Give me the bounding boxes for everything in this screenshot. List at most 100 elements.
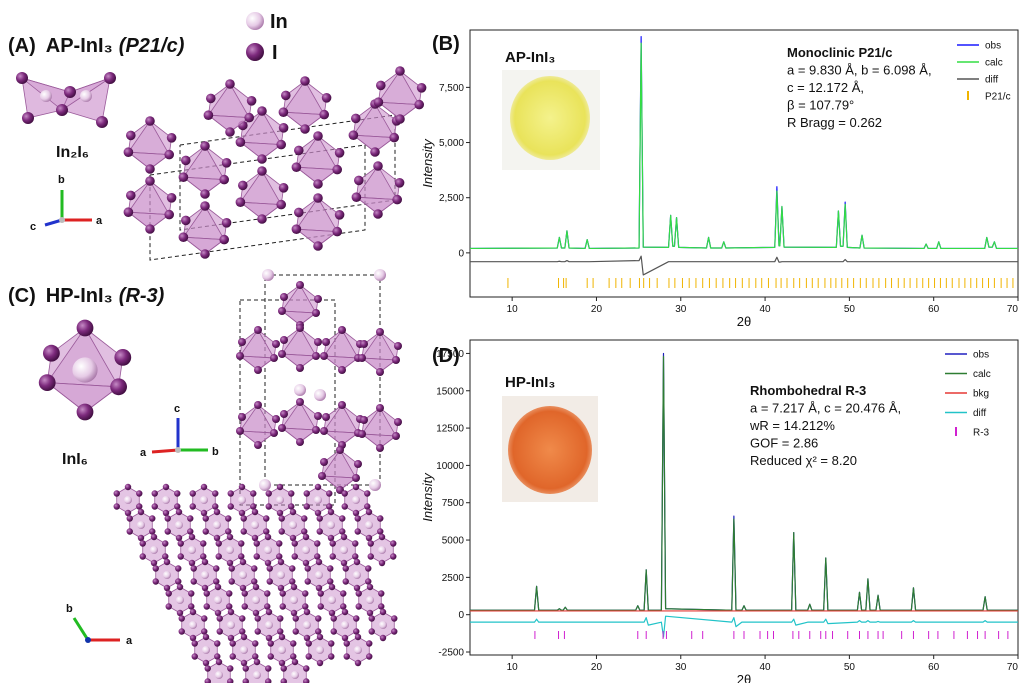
indium-atom bbox=[251, 521, 259, 529]
iodine-atom bbox=[270, 354, 278, 362]
panel-title: (C)HP-InI₃(R-3) bbox=[8, 285, 165, 307]
iodine-atom bbox=[354, 559, 360, 565]
iodine-atom bbox=[354, 176, 364, 186]
iodine-atom bbox=[360, 340, 368, 348]
iodine-atom bbox=[366, 640, 372, 646]
iodine-atom bbox=[228, 635, 234, 641]
iodine-atom bbox=[240, 585, 246, 591]
axis-origin bbox=[175, 447, 181, 453]
iodine-atom bbox=[365, 578, 371, 584]
iodine-atom bbox=[366, 509, 372, 515]
iodine-atom bbox=[77, 404, 94, 421]
iodine-atom bbox=[200, 249, 210, 259]
iodine-atom bbox=[215, 584, 221, 590]
iodine-atom bbox=[216, 553, 222, 559]
legend-label: obs bbox=[985, 41, 1001, 52]
iodine-atom bbox=[377, 515, 383, 521]
legend-label: I bbox=[272, 42, 278, 64]
axes-icon bbox=[152, 418, 208, 453]
legend-i-sphere bbox=[246, 43, 264, 61]
indium-atom bbox=[201, 571, 209, 579]
indium-atom bbox=[369, 479, 381, 491]
indium-atom bbox=[379, 621, 387, 629]
iodine-atom bbox=[178, 553, 184, 559]
y-tick-label: 15000 bbox=[436, 386, 464, 397]
iodine-atom bbox=[296, 438, 304, 446]
iodine-atom bbox=[292, 659, 298, 665]
iodine-atom bbox=[356, 590, 362, 596]
iodine-atom bbox=[225, 528, 231, 534]
iodine-atom bbox=[151, 534, 157, 540]
iodine-atom bbox=[230, 640, 236, 646]
iodine-atom bbox=[335, 148, 345, 158]
indium-atom bbox=[294, 384, 306, 396]
iodine-atom bbox=[167, 193, 177, 203]
iodine-atom bbox=[342, 490, 348, 496]
indium-atom bbox=[150, 546, 158, 554]
iodine-atom bbox=[252, 640, 258, 646]
iodine-atom bbox=[238, 181, 248, 191]
iodine-atom bbox=[306, 653, 312, 659]
iodine-atom bbox=[353, 628, 359, 634]
iodine-atom bbox=[303, 665, 309, 671]
axis-label: c bbox=[30, 221, 36, 233]
iodine-atom bbox=[278, 585, 284, 591]
iodine-atom bbox=[392, 356, 400, 364]
iodine-atom bbox=[276, 140, 286, 150]
series-line bbox=[470, 256, 1018, 275]
iodine-atom bbox=[238, 540, 244, 546]
y-tick-label: -2500 bbox=[438, 648, 464, 659]
iodine-atom bbox=[124, 147, 134, 157]
iodine-atom bbox=[352, 474, 360, 482]
iodine-atom bbox=[238, 413, 246, 421]
iodine-atom bbox=[329, 610, 335, 616]
legend-label: In bbox=[270, 11, 288, 33]
iodine-atom bbox=[244, 113, 254, 123]
iodine-atom bbox=[166, 590, 172, 596]
iodine-atom bbox=[145, 164, 155, 174]
fit-title: Monoclinic P21/c bbox=[787, 45, 892, 60]
iodine-atom bbox=[314, 412, 322, 420]
iodine-atom bbox=[203, 515, 209, 521]
iodine-atom bbox=[267, 578, 273, 584]
iodine-atom bbox=[296, 364, 304, 372]
iodine-atom bbox=[301, 528, 307, 534]
iodine-atom bbox=[317, 660, 323, 666]
legend-label: P21/c bbox=[985, 92, 1011, 103]
iodine-atom bbox=[366, 653, 372, 659]
iodine-atom bbox=[277, 484, 283, 490]
iodine-atom bbox=[192, 640, 198, 646]
iodine-atom bbox=[292, 540, 298, 546]
iodine-atom bbox=[255, 615, 261, 621]
x-tick-label: 10 bbox=[507, 662, 519, 673]
iodine-atom bbox=[368, 553, 374, 559]
fit-parameter: GOF = 2.86 bbox=[750, 436, 818, 451]
iodine-atom bbox=[317, 634, 323, 640]
page: { "panels": [ {"label": "(A)", "title": … bbox=[0, 0, 1028, 683]
iodine-atom bbox=[344, 640, 350, 646]
iodine-atom bbox=[222, 158, 232, 168]
axis-label: a bbox=[126, 635, 133, 647]
iodine-atom bbox=[373, 161, 383, 171]
iodine-atom bbox=[206, 94, 216, 104]
y-tick-label: 2,500 bbox=[439, 193, 464, 204]
iodine-atom bbox=[163, 510, 169, 516]
iodine-atom bbox=[167, 133, 177, 143]
iodine-atom bbox=[265, 534, 271, 540]
iodine-atom bbox=[304, 503, 310, 509]
iodine-atom bbox=[191, 578, 197, 584]
x-tick-label: 20 bbox=[591, 662, 603, 673]
iodine-atom bbox=[124, 207, 134, 217]
iodine-atom bbox=[215, 610, 221, 616]
iodine-atom bbox=[313, 131, 323, 141]
iodine-atom bbox=[254, 441, 262, 449]
iodine-atom bbox=[126, 131, 136, 141]
iodine-atom bbox=[335, 210, 345, 220]
indium-atom bbox=[124, 496, 132, 504]
iodine-atom bbox=[228, 503, 234, 509]
iodine-atom bbox=[280, 293, 288, 301]
iodine-atom bbox=[344, 653, 350, 659]
iodine-atom bbox=[318, 590, 324, 596]
iodine-atom bbox=[16, 72, 28, 84]
indium-atom bbox=[175, 521, 183, 529]
